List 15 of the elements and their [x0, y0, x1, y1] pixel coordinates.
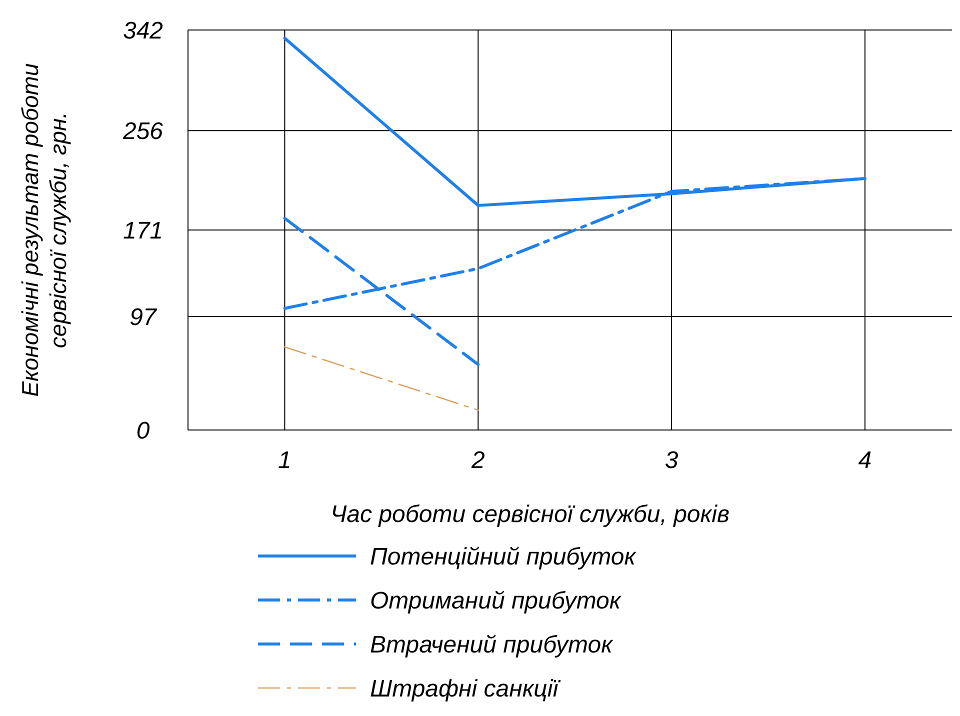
y-tick-label: 97 [130, 304, 158, 331]
legend-label: Отриманий прибуток [370, 587, 622, 614]
x-tick-label: 3 [664, 447, 679, 474]
x-axis-title: Час роботи сервісної служби, років [330, 501, 730, 528]
x-tick-label: 1 [278, 447, 292, 474]
y-axis-title: Економічні результат роботи сервісної служби, грн. [17, 63, 71, 397]
x-tick-label: 4 [858, 447, 872, 474]
x-tick-label: 2 [470, 447, 485, 474]
y-tick-label: 256 [122, 118, 164, 145]
y-tick-label: 0 [136, 417, 150, 444]
y-tick-label: 342 [122, 17, 164, 44]
legend-label: Штрафні санкції [370, 675, 561, 702]
legend-label: Втрачений прибуток [370, 631, 614, 658]
legend-label: Потенційний прибуток [370, 543, 638, 570]
y-tick-label: 171 [122, 217, 164, 244]
